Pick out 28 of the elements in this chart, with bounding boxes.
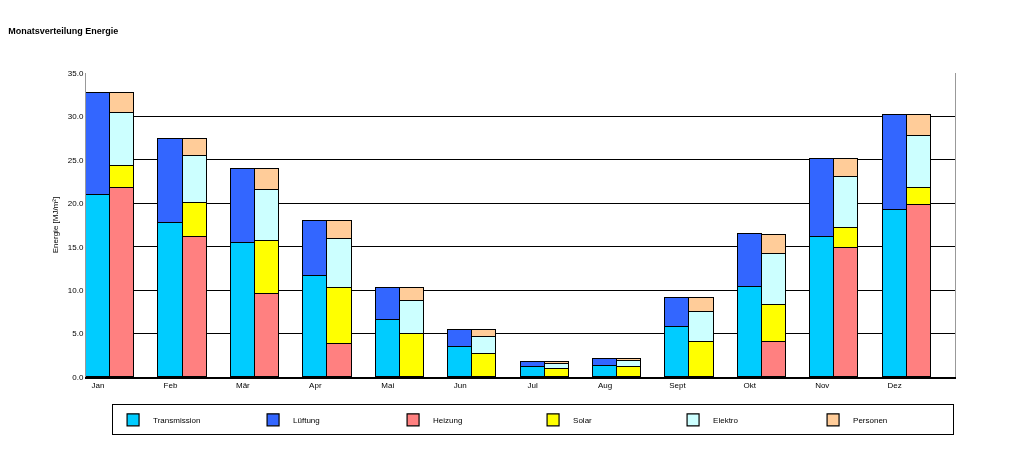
x-tick-label: Apr bbox=[309, 381, 322, 391]
y-tick-label: 35.0 bbox=[67, 68, 84, 78]
y-tick-label: 25.0 bbox=[67, 155, 84, 165]
x-tick-label: Nov bbox=[815, 381, 830, 391]
y-tick-label: 0.0 bbox=[72, 372, 84, 382]
legend-label: Solar bbox=[573, 415, 593, 425]
x-tick-label: Jun bbox=[453, 381, 467, 391]
chart-title: Monatsverteilung Energie bbox=[8, 26, 119, 37]
legend-label: Lüftung bbox=[293, 415, 320, 425]
y-tick-label: 30.0 bbox=[67, 112, 84, 122]
y-tick-label: 5.0 bbox=[72, 329, 84, 339]
legend-label: Personen bbox=[853, 415, 888, 425]
y-tick-label: 10.0 bbox=[67, 285, 84, 295]
x-tick-label: Jan bbox=[91, 381, 105, 391]
y-tick-label: 15.0 bbox=[67, 242, 84, 252]
x-tick-label: Feb bbox=[163, 381, 178, 391]
x-tick-label: Mai bbox=[381, 381, 395, 391]
x-tick-label: Jul bbox=[527, 381, 538, 391]
legend-label: Transmission bbox=[153, 415, 201, 425]
x-tick-label: Aug bbox=[597, 381, 613, 391]
x-tick-label: Sept bbox=[669, 381, 687, 391]
x-tick-label: Mär bbox=[236, 381, 251, 391]
y-tick-label: 20.0 bbox=[67, 199, 84, 209]
legend-label: Elektro bbox=[713, 415, 739, 425]
legend-label: Heizung bbox=[433, 415, 463, 425]
x-tick-label: Okt bbox=[743, 381, 757, 391]
y-axis-title: Energie [MJ/m²] bbox=[50, 196, 60, 254]
x-tick-label: Dez bbox=[887, 381, 902, 391]
